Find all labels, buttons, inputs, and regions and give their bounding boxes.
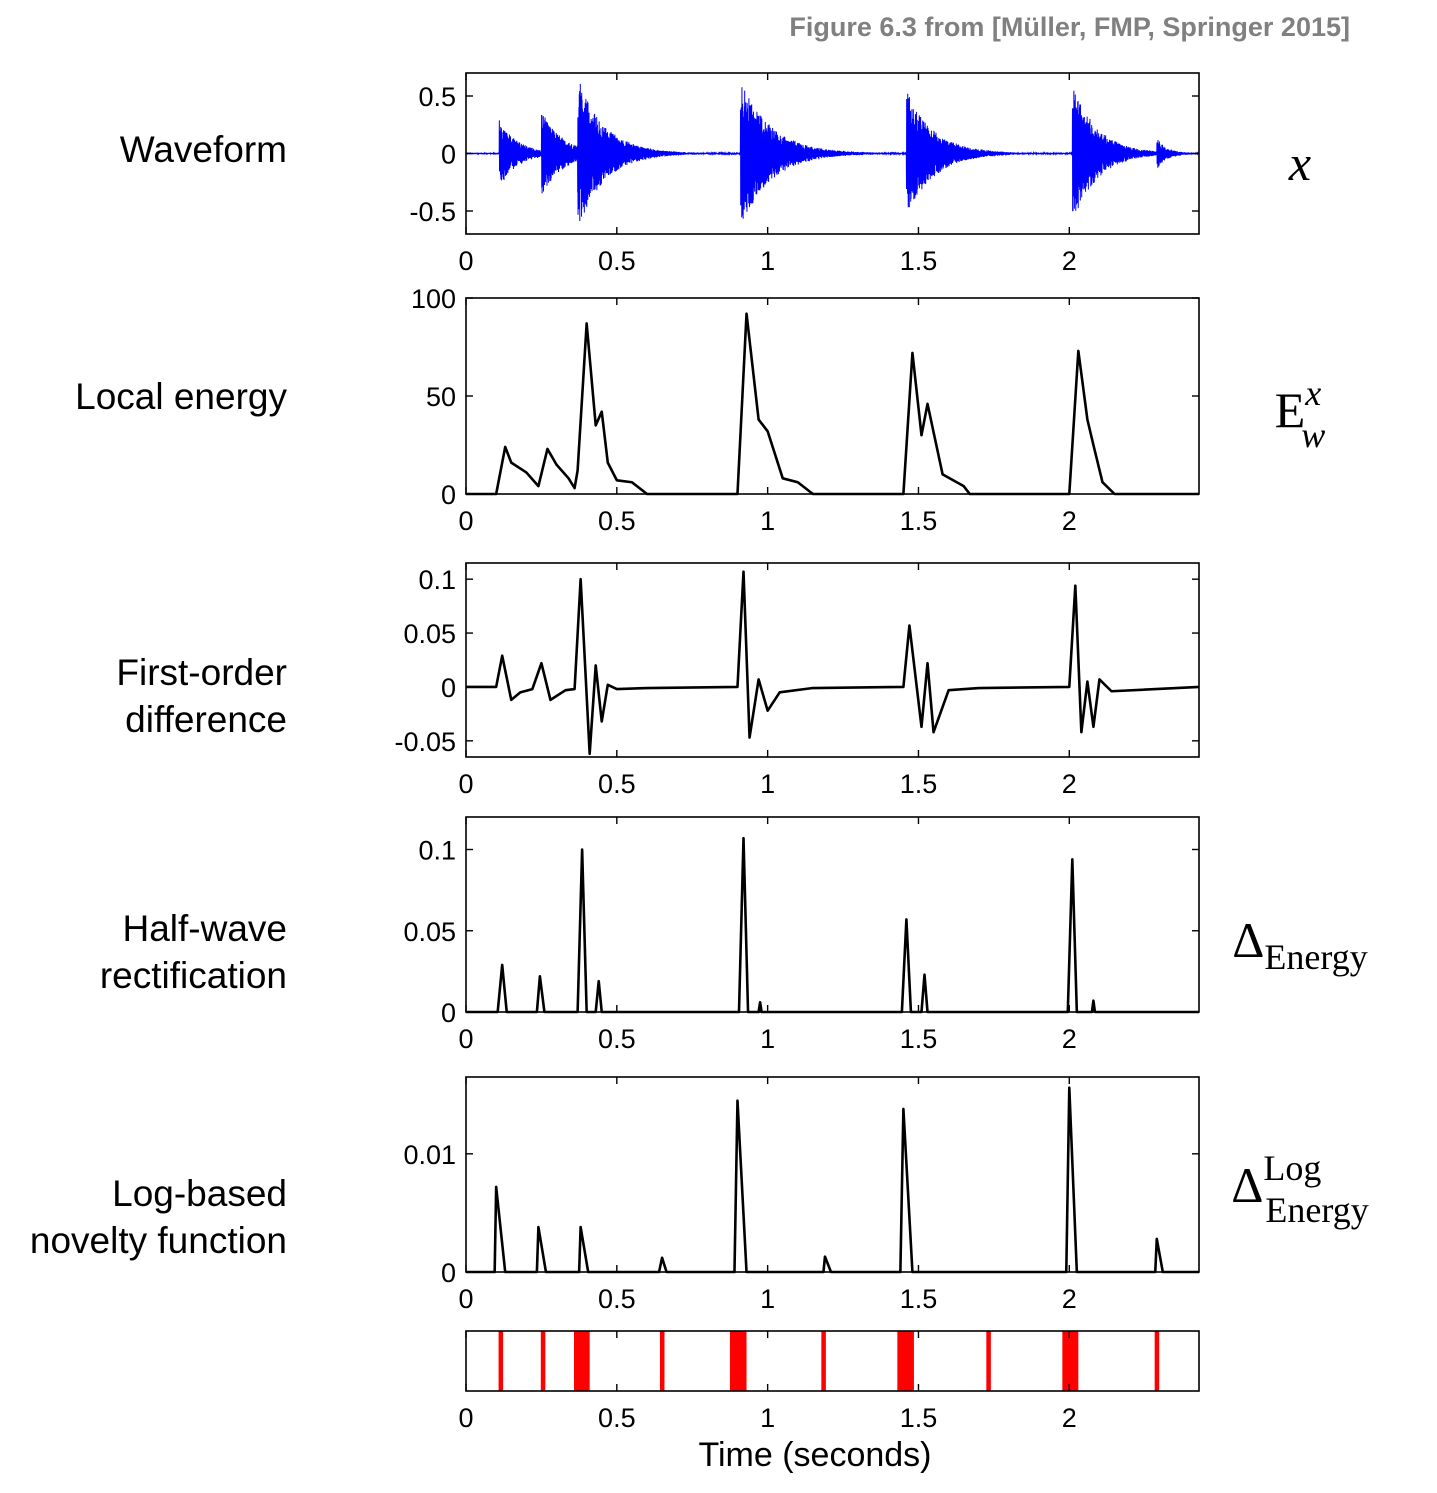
onset-bar-9 (1062, 1331, 1079, 1391)
axes-frame (465, 297, 1200, 495)
x-tick-label: 0 (458, 1284, 473, 1314)
x-tick-label: 1.5 (900, 1284, 938, 1314)
x-tick-label: 0.5 (598, 1024, 636, 1054)
math-symbol: Ex w (1275, 373, 1326, 455)
y-tick-label: 0.05 (403, 619, 456, 649)
row-label: Local energy (75, 376, 287, 417)
chart-panel-3: 0 0.5 1 1.5 20.10.050-0.05First-orderdiffere… (116, 562, 1200, 799)
x-tick-label: 1 (760, 1024, 775, 1054)
y-tick-label: 0.05 (403, 917, 456, 947)
x-tick-label: 1 (760, 506, 775, 536)
x-tick-label: 0.5 (598, 506, 636, 536)
row-label: First-order (116, 652, 287, 693)
figure-credit: Figure 6.3 from [Müller, FMP, Springer 2… (789, 12, 1350, 42)
axes-frame (465, 1330, 1200, 1392)
series-line (466, 570, 1200, 756)
x-tick-label: 2 (1062, 506, 1077, 536)
row-label: Log-based (112, 1173, 287, 1214)
math-symbol: x (1288, 135, 1311, 191)
row-label: rectification (100, 955, 287, 996)
y-tick-label: 0 (441, 1258, 456, 1288)
y-tick-label: 0 (441, 673, 456, 703)
y-tick-label: 0 (441, 998, 456, 1028)
y-tick-label: 0 (441, 140, 456, 170)
y-tick-label: 0.5 (418, 82, 456, 112)
x-tick-label: 0 (458, 246, 473, 276)
math-symbol: ΔLog Energy (1231, 1148, 1368, 1230)
x-tick-label: 1 (760, 769, 775, 799)
axes-frame (465, 816, 1200, 1013)
x-tick-label: 1 (760, 1403, 775, 1433)
x-tick-label: 0.5 (598, 1284, 636, 1314)
x-tick-label: 0 (458, 769, 473, 799)
onset-bar-8 (986, 1331, 991, 1391)
x-axis-label: Time (seconds) (698, 1436, 931, 1474)
y-tick-label: 0.1 (418, 565, 456, 595)
onset-bar-4 (659, 1331, 665, 1391)
x-tick-label: 1.5 (900, 506, 938, 536)
row-label: Waveform (120, 129, 287, 170)
onset-bar-3 (573, 1331, 590, 1391)
x-tick-label: 1.5 (900, 769, 938, 799)
y-tick-label: 50 (426, 382, 456, 412)
y-tick-label: -0.5 (409, 197, 456, 227)
series-line (466, 1086, 1199, 1274)
x-tick-label: 0 (458, 1403, 473, 1433)
onset-bar-7 (897, 1331, 914, 1391)
onset-bar-2 (540, 1331, 546, 1391)
series-line (466, 312, 1199, 496)
x-tick-label: 1.5 (900, 246, 938, 276)
axes-frame (465, 562, 1200, 758)
x-tick-label: 0.5 (598, 246, 636, 276)
row-label: difference (125, 699, 287, 740)
x-tick-label: 1 (760, 1284, 775, 1314)
chart-panel-6: 0 0.5 1 1.5 2 (458, 1330, 1200, 1433)
x-tick-label: 2 (1062, 1403, 1077, 1433)
series-line (466, 836, 1199, 1014)
row-label: novelty function (30, 1220, 287, 1261)
waveform-line (465, 83, 1200, 222)
x-tick-label: 2 (1062, 769, 1077, 799)
axes-frame (465, 1076, 1200, 1273)
chart-panel-4: 0 0.5 1 1.5 2 0.1 0.05 0 Half-wave rectification Δ… (100, 816, 1368, 1054)
math-symbol: ΔEnergy (1232, 912, 1367, 977)
y-tick-label: 0 (441, 480, 456, 510)
x-tick-label: 2 (1062, 1024, 1077, 1054)
y-tick-label: 0.01 (403, 1140, 456, 1170)
x-tick-label: 2 (1062, 246, 1077, 276)
x-tick-label: 0 (458, 1024, 473, 1054)
x-tick-label: 0.5 (598, 1403, 636, 1433)
x-tick-label: 1.5 (900, 1403, 938, 1433)
chart-panel-5: 0 0.5 1 1.5 2 0.01 0 Log-based novelty function Δ… (30, 1076, 1369, 1314)
y-tick-label: 0.1 (418, 836, 456, 866)
x-tick-label: 2 (1062, 1284, 1077, 1314)
onset-bar-5 (729, 1331, 747, 1391)
y-tick-label: 100 (411, 284, 456, 314)
row-label: Half-wave (123, 908, 288, 949)
chart-panel-2: 0 0.5 1 1.5 2 100 50 0 Local energy Ex w (75, 284, 1325, 536)
x-tick-label: 0 (458, 506, 473, 536)
onset-bar-1 (498, 1331, 504, 1391)
x-tick-label: 0.5 (598, 769, 636, 799)
onset-bar-10 (1154, 1331, 1160, 1391)
y-tick-label: -0.05 (394, 727, 456, 757)
x-tick-label: 1.5 (900, 1024, 938, 1054)
onset-bar-6 (821, 1331, 826, 1391)
x-tick-label: 1 (760, 246, 775, 276)
